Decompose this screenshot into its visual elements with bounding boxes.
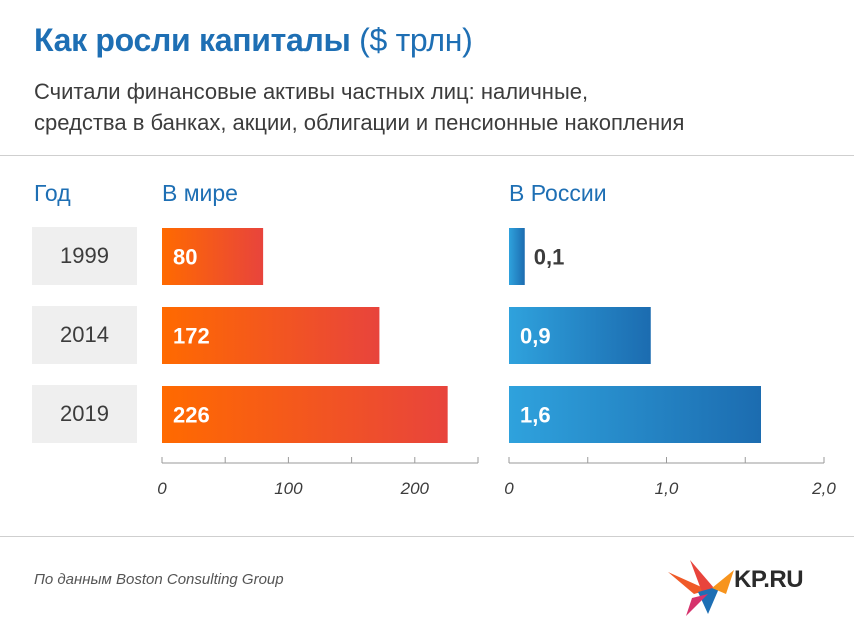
year-label-2019: 2019 bbox=[32, 385, 137, 443]
russia-bar-2019 bbox=[509, 386, 761, 443]
subtitle-line-1: Считали финансовые активы частных лиц: н… bbox=[34, 79, 589, 104]
year-label-1999: 1999 bbox=[32, 227, 137, 285]
bottom-divider bbox=[0, 536, 854, 537]
kp-logo-text: KP.RU bbox=[734, 566, 804, 593]
russia-chart: 0,1 0,9 1,6 0 1,0 2,0 bbox=[504, 228, 836, 498]
chart-subtitle: Считали финансовые активы частных лиц: н… bbox=[34, 76, 834, 138]
world-tick-label: 100 bbox=[274, 479, 303, 498]
world-value-label-2014: 172 bbox=[173, 324, 210, 349]
russia-bar-1999 bbox=[509, 228, 525, 285]
world-tick-label: 200 bbox=[400, 479, 430, 498]
world-value-label-1999: 80 bbox=[173, 245, 197, 270]
year-label-2014: 2014 bbox=[32, 306, 137, 364]
russia-tick-label: 2,0 bbox=[811, 479, 836, 498]
russia-tick-label: 0 bbox=[504, 479, 514, 498]
chart-title-unit: ($ трлн) bbox=[359, 22, 473, 58]
kp-bird-logo-icon bbox=[668, 560, 734, 616]
russia-value-label-2019: 1,6 bbox=[520, 403, 551, 428]
world-bar-2014 bbox=[162, 307, 380, 364]
top-divider bbox=[0, 155, 854, 156]
world-tick-label: 0 bbox=[157, 479, 167, 498]
world-bar-1999 bbox=[162, 228, 264, 285]
subtitle-line-2: средства в банках, акции, облигации и пе… bbox=[34, 110, 685, 135]
source-note: По данным Boston Consulting Group bbox=[34, 571, 284, 588]
russia-bar-2014 bbox=[509, 307, 651, 364]
world-bar-2019 bbox=[162, 386, 448, 443]
world-value-label-2019: 226 bbox=[173, 403, 210, 428]
column-header-year: Год bbox=[34, 180, 71, 206]
russia-value-label-2014: 0,9 bbox=[520, 324, 551, 349]
world-chart: 80 172 226 0 100 200 bbox=[157, 228, 479, 498]
column-header-russia: В России bbox=[509, 180, 607, 206]
russia-tick-label: 1,0 bbox=[655, 479, 679, 498]
russia-value-label-1999: 0,1 bbox=[534, 245, 565, 270]
chart-title-text: Как росли капиталы bbox=[34, 22, 351, 58]
chart-title: Как росли капиталы ($ трлн) bbox=[34, 22, 473, 59]
column-header-world: В мире bbox=[162, 180, 238, 206]
